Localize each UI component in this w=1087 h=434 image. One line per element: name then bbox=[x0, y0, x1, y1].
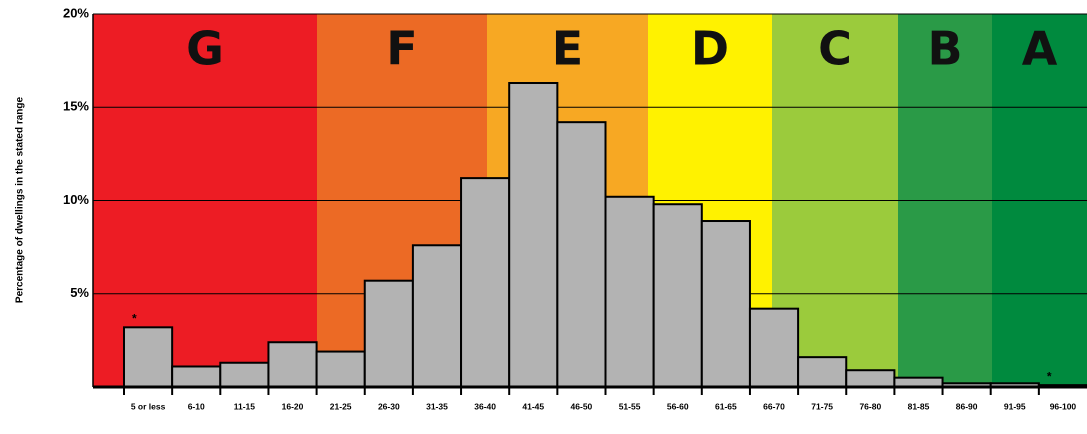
bar bbox=[652, 203, 703, 388]
band-letter: G bbox=[186, 22, 224, 76]
x-tick-label: 86-90 bbox=[956, 401, 978, 411]
bar bbox=[748, 307, 800, 389]
bar bbox=[171, 365, 222, 388]
x-tick-label: 56-60 bbox=[667, 401, 689, 411]
x-tick-label: 51-55 bbox=[619, 401, 641, 411]
band-letter: A bbox=[1022, 22, 1058, 76]
bar bbox=[267, 341, 318, 388]
bar bbox=[556, 121, 607, 388]
y-tick-label: 15% bbox=[63, 99, 89, 114]
y-tick-label: 20% bbox=[63, 5, 89, 20]
annotation: * bbox=[1047, 369, 1052, 383]
y-tick-label: 10% bbox=[63, 192, 89, 207]
x-tick-label: 11-15 bbox=[234, 401, 256, 411]
x-tick-label: 96-100 bbox=[1050, 401, 1077, 411]
bar bbox=[700, 220, 751, 388]
band-letter: D bbox=[691, 22, 729, 76]
annotation: * bbox=[132, 311, 137, 325]
x-tick-label: 41-45 bbox=[522, 401, 544, 411]
band-letter: F bbox=[386, 22, 417, 76]
bar bbox=[123, 326, 174, 389]
x-tick-label: 6-10 bbox=[188, 401, 205, 411]
bar bbox=[411, 244, 463, 388]
x-tick-label: 21-25 bbox=[330, 401, 352, 411]
x-tick-label: 81-85 bbox=[908, 401, 930, 411]
bar bbox=[604, 195, 655, 388]
x-tick-label: 66-70 bbox=[763, 401, 785, 411]
x-tick-label: 71-75 bbox=[811, 401, 833, 411]
x-tick-label: 31-35 bbox=[426, 401, 448, 411]
bar bbox=[460, 177, 511, 388]
band-letter: B bbox=[927, 22, 962, 76]
x-tick-label: 36-40 bbox=[474, 401, 496, 411]
x-tick-label: 16-20 bbox=[282, 401, 304, 411]
bar bbox=[845, 369, 896, 388]
bar bbox=[315, 350, 366, 389]
band-letter: E bbox=[552, 22, 583, 76]
x-tick-label: 91-95 bbox=[1004, 401, 1026, 411]
x-tick-label: 5 or less bbox=[131, 401, 166, 411]
x-tick-label: 61-65 bbox=[715, 401, 737, 411]
bar bbox=[219, 361, 270, 389]
bar bbox=[363, 279, 414, 389]
band-letter: C bbox=[818, 22, 852, 76]
bar bbox=[508, 82, 559, 388]
y-tick-label: 5% bbox=[70, 285, 89, 300]
y-axis-label: Percentage of dwellings in the stated ra… bbox=[15, 96, 26, 303]
x-tick-label: 26-30 bbox=[378, 401, 400, 411]
x-tick-label: 46-50 bbox=[571, 401, 593, 411]
x-tick-label: 76-80 bbox=[859, 401, 881, 411]
bar bbox=[797, 356, 848, 389]
